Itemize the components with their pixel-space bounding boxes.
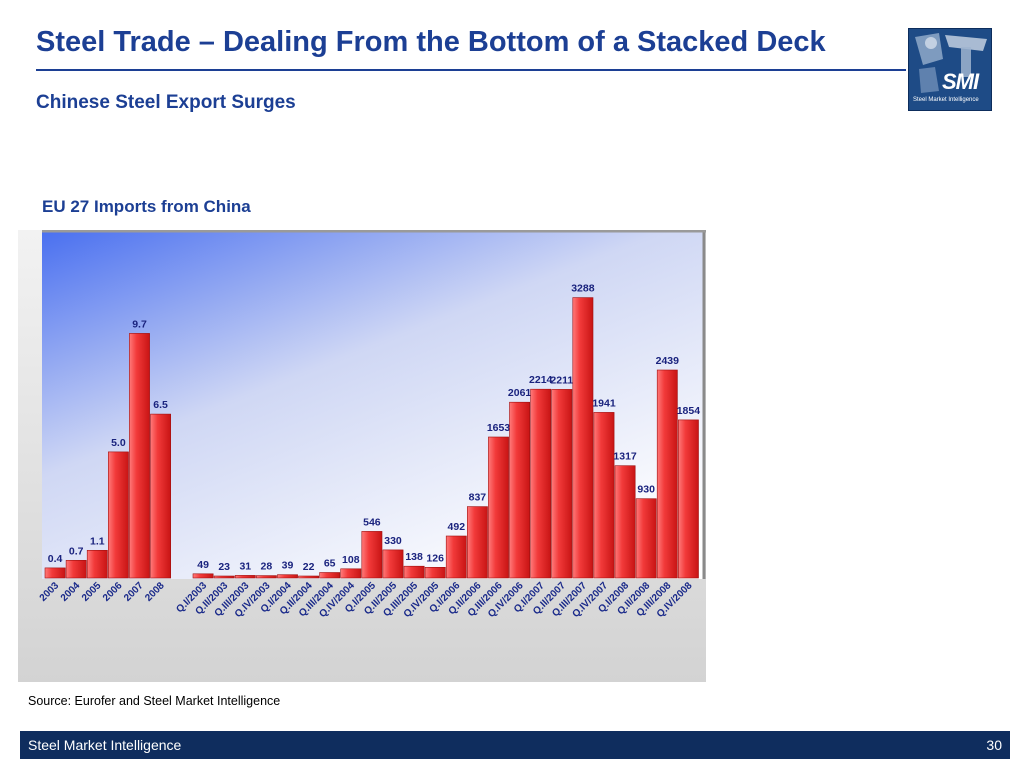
- bar-annual-2004: [65, 559, 87, 579]
- title-divider: [36, 69, 906, 71]
- data-label: 2439: [656, 355, 680, 367]
- slide-subtitle: Chinese Steel Export Surges: [36, 92, 296, 113]
- data-label: 22: [303, 561, 315, 573]
- data-label: 5.0: [111, 437, 126, 449]
- slide-title: Steel Trade – Dealing From the Bottom of…: [36, 26, 826, 58]
- logo-wordmark: SMI: [942, 69, 979, 94]
- data-label: 65: [324, 558, 336, 570]
- data-label: 930: [637, 484, 655, 496]
- bar-quarterly-Q-IV-2007: [593, 412, 615, 579]
- bar-annual-2005: [86, 549, 108, 579]
- data-label: 1.1: [90, 535, 105, 547]
- bar-quarterly-Q-III-2005: [403, 565, 425, 579]
- data-label: 28: [261, 561, 273, 573]
- data-label: 492: [448, 521, 466, 533]
- data-label: 2061: [508, 387, 532, 399]
- data-label: 837: [469, 492, 487, 504]
- bar-quarterly-Q-III-2003: [234, 575, 256, 579]
- bar-quarterly-Q-IV-2008: [677, 419, 699, 579]
- chart-area: 0.4 2003 0.7 2004 1.1 2005 5.0 2006 9.7 2007 6.5 20…: [18, 230, 706, 682]
- data-label: 23: [218, 561, 230, 573]
- chart-title: EU 27 Imports from China: [42, 197, 251, 216]
- page-number: 30: [986, 737, 1002, 753]
- data-label: 31: [239, 560, 251, 572]
- bar-quarterly-Q-III-2008: [656, 369, 678, 579]
- bar-quarterly-Q-I-2004: [277, 574, 298, 579]
- bar-quarterly-Q-IV-2004: [340, 568, 362, 579]
- bar-quarterly-Q-II-2007: [551, 389, 573, 579]
- bar-quarterly-Q-IV-2005: [424, 566, 446, 579]
- source-note: Source: Eurofer and Steel Market Intelli…: [28, 694, 281, 708]
- logo-caption: Steel Market Intelligence: [913, 97, 979, 103]
- bar-quarterly-Q-I-2007: [530, 388, 552, 579]
- bar-quarterly-Q-III-2006: [488, 436, 509, 579]
- bar-quarterly-Q-II-2003: [213, 575, 235, 579]
- bar-quarterly-Q-II-2006: [466, 506, 488, 579]
- data-label: 9.7: [132, 318, 147, 330]
- data-label: 3288: [571, 283, 595, 295]
- bar-annual-2003: [44, 567, 66, 579]
- bar-annual-2008: [150, 413, 172, 579]
- data-label: 6.5: [153, 399, 168, 411]
- data-label: 2214: [529, 374, 553, 386]
- data-label: 1653: [487, 422, 511, 434]
- bar-quarterly-Q-I-2003: [192, 573, 214, 579]
- bar-quarterly-Q-III-2004: [319, 572, 341, 579]
- bar-quarterly-Q-III-2007: [572, 297, 594, 579]
- bar-quarterly-Q-IV-2003: [256, 575, 277, 579]
- data-label: 546: [363, 516, 381, 528]
- bar-quarterly-Q-II-2008: [635, 498, 657, 579]
- steel-beam-icon: [909, 29, 991, 110]
- data-label: 2211: [550, 374, 573, 386]
- bar-quarterly-Q-II-2005: [382, 549, 404, 579]
- data-label: 0.4: [48, 553, 63, 565]
- bar-annual-2006: [108, 451, 129, 579]
- data-label: 49: [197, 559, 209, 571]
- data-label: 1941: [592, 397, 616, 409]
- data-label: 126: [426, 552, 444, 564]
- data-label: 1317: [613, 451, 637, 463]
- smi-logo: SMI Steel Market Intelligence: [908, 28, 992, 111]
- bar-quarterly-Q-II-2004: [298, 575, 320, 579]
- bar-quarterly-Q-I-2008: [614, 465, 636, 579]
- bar-quarterly-Q-IV-2006: [509, 401, 531, 579]
- data-label: 330: [384, 535, 402, 547]
- bar-annual-2007: [129, 333, 150, 579]
- bar-chart: 0.420030.720041.120055.020069.720076.520…: [18, 230, 706, 682]
- data-label: 108: [342, 554, 360, 566]
- bar-quarterly-Q-I-2005: [361, 531, 383, 579]
- footer-brand: Steel Market Intelligence: [28, 737, 182, 753]
- data-label: 0.7: [69, 545, 84, 557]
- data-label: 39: [282, 560, 294, 572]
- footer-bar: Steel Market Intelligence 30: [20, 731, 1010, 759]
- data-label: 1854: [677, 405, 701, 417]
- data-label: 138: [405, 551, 423, 563]
- bar-quarterly-Q-I-2006: [445, 535, 467, 579]
